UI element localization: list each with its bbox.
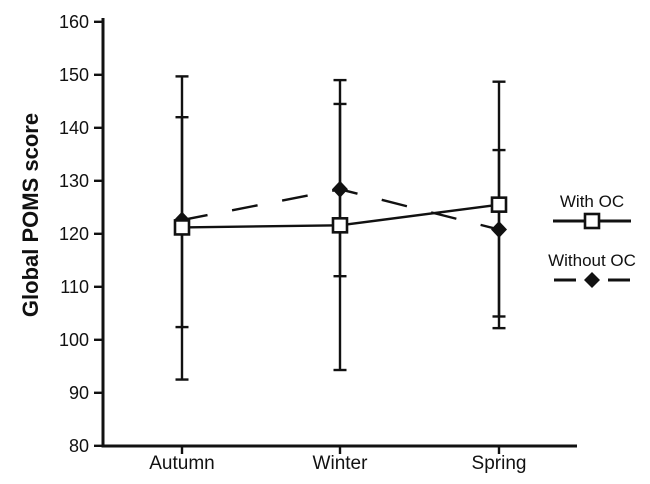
y-tick-label: 150 — [59, 65, 89, 85]
x-tick-label-winter: Winter — [312, 453, 368, 474]
y-tick-label: 140 — [59, 118, 89, 138]
x-tick-label-spring: Spring — [471, 453, 527, 474]
y-tick-label: 110 — [60, 277, 89, 297]
y-tick-label: 120 — [59, 224, 89, 244]
legend-item-with-oc: With OC — [540, 192, 644, 230]
legend-label-with-oc: With OC — [559, 192, 625, 211]
y-tick-label: 90 — [69, 383, 89, 403]
data-point-square — [173, 219, 191, 236]
y-tick-label: 130 — [59, 171, 89, 191]
y-tick-label: 160 — [59, 12, 89, 32]
legend-filled-diamond-marker-icon — [554, 272, 630, 288]
y-tick-label: 80 — [69, 436, 89, 456]
y-tick-label: 100 — [59, 330, 89, 350]
legend-open-square-marker-icon — [553, 212, 631, 230]
x-tick-label-autumn: Autumn — [149, 453, 215, 474]
y-axis-title: Global POMS score — [18, 112, 43, 318]
legend-label-without-oc: Without OC — [548, 251, 636, 270]
data-point-square — [331, 217, 349, 234]
data-point-square — [490, 196, 508, 213]
legend-item-without-oc: Without OC — [540, 251, 644, 289]
data-point-diamond — [332, 180, 348, 198]
legend: With OC Without OC — [540, 192, 644, 310]
data-point-diamond — [491, 221, 507, 239]
